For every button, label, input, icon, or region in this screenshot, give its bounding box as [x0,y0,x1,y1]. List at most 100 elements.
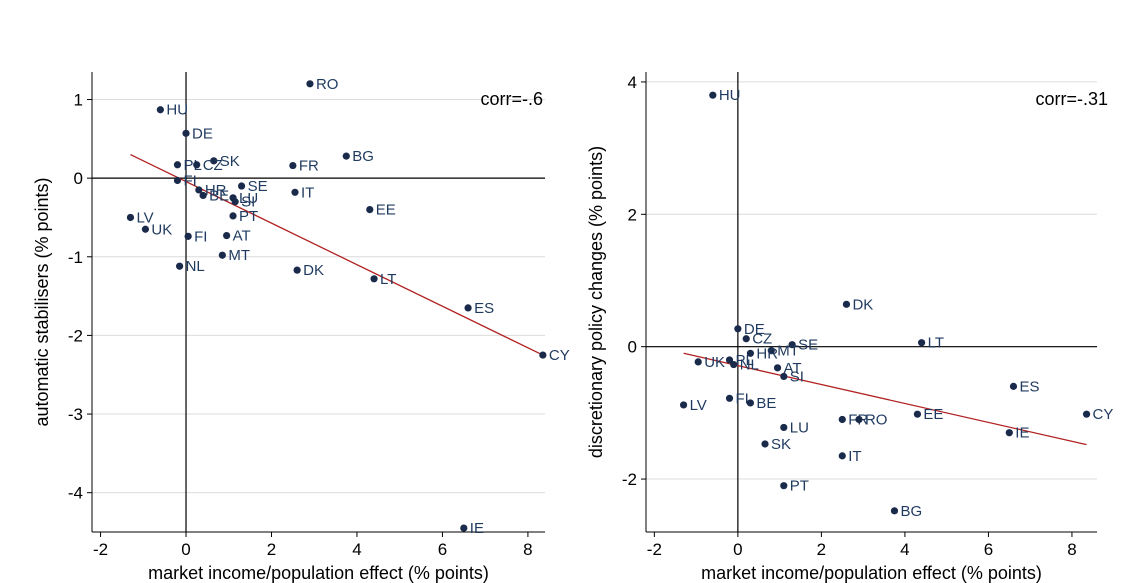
point-label-ro: RO [316,76,339,93]
point-label-be: BE [756,395,776,412]
data-point-uk [694,358,702,366]
x-tick-label: 8 [523,540,532,559]
data-point-pt [229,212,237,220]
point-label-cy: CY [549,347,570,364]
point-label-fi: FI [183,173,196,190]
data-point-bg [342,152,350,160]
point-label-uk: UK [151,221,172,238]
data-point-cz [193,161,201,169]
y-tick-label: -1 [68,248,83,267]
data-point-bg [890,507,899,515]
y-tick-label: -4 [68,484,83,503]
data-point-dk [842,300,851,308]
data-point-ee [913,410,922,418]
point-label-ro: RO [865,411,888,428]
point-label-it: IT [301,184,314,201]
data-point-hr [746,349,754,357]
point-label-lt: LT [380,271,396,288]
data-point-fr [838,415,846,424]
point-label-nl: NL [740,357,759,374]
x-tick-label: -2 [647,540,662,559]
data-point-de [182,129,190,137]
point-label-at: AT [233,228,251,245]
data-point-se [788,341,796,349]
data-point-cy [539,351,547,359]
point-label-pt: PT [239,208,258,225]
data-point-de [734,325,742,333]
point-label-dk: DK [852,296,873,313]
x-tick-label: 6 [984,540,993,559]
x-tick-label: 0 [181,540,190,559]
y-tick-label: -2 [622,470,637,489]
point-label-dk: DK [303,262,324,279]
data-point-se [237,182,246,190]
correlation-annotation: corr=-.31 [1035,89,1108,109]
point-label-lt: LT [928,335,944,352]
x-axis-title: market income/population effect (% point… [701,563,1042,583]
y-tick-label: -2 [68,326,83,345]
x-axis-title: market income/population effect (% point… [148,563,489,583]
data-point-be [199,191,207,200]
point-label-it: IT [848,448,861,465]
point-label-de: DE [192,125,213,142]
point-label-se: SE [248,178,268,195]
point-label-hu: HU [166,102,188,119]
point-label-uk: UK [704,354,725,371]
data-point-at [773,364,782,372]
point-label-lu: LU [239,190,258,207]
data-point-lt [918,339,926,347]
data-point-ie [1005,429,1013,437]
point-label-pl: PL [736,352,754,369]
point-label-cz: CZ [752,331,772,348]
data-point-ro [306,80,314,88]
panel-left: 1 0 -1 -2 -3 -4 -2 0 2 4 6 8 market income/populatio… [32,72,570,583]
point-label-de: DE [744,321,765,338]
data-point-sk [210,157,218,165]
point-label-pl: PL [183,157,201,174]
data-point-si [780,372,788,381]
data-point-mt [218,251,226,259]
x-tick-label: 4 [352,540,361,559]
data-point-fi [173,176,182,185]
point-label-at: AT [784,360,802,377]
trend-line [683,352,1087,446]
data-point-pl [725,356,734,364]
point-label-lv: LV [690,397,707,414]
y-tick-label: 1 [74,91,83,110]
point-label-lu: LU [790,419,809,436]
data-point-ie [460,524,468,532]
data-point-lu [780,423,788,432]
point-label-mt: MT [228,247,250,264]
data-point-nl [730,360,738,369]
data-point-fr [289,161,297,170]
point-label-be: BE [209,187,229,204]
point-label-hu: HU [719,87,741,104]
point-label-bg: BG [900,503,922,520]
x-tick-label: 8 [1067,540,1076,559]
y-tick-label: 0 [628,338,637,357]
data-point-es [464,304,472,312]
correlation-annotation: corr=-.6 [480,89,543,109]
x-tick-label: 2 [817,540,826,559]
point-label-si: SI [241,194,255,211]
data-point-fi [184,232,192,240]
y-axis-title: discretionary policy changes (% points) [586,146,606,458]
x-tick-label: 4 [900,540,909,559]
data-point-nl [176,262,184,270]
data-point-es [1009,382,1018,390]
point-label-ee: EE [923,406,943,423]
data-point-cy [1082,410,1091,418]
point-label-hr: HR [205,182,227,199]
x-tick-label: 6 [438,540,447,559]
point-label-mt: MT [777,343,799,360]
point-label-cz: CZ [203,157,223,174]
point-label-fi: FI [194,228,207,245]
point-label-es: ES [474,300,494,317]
data-point-cz [742,335,750,343]
point-label-lv: LV [136,209,153,226]
data-point-sk [761,440,769,448]
data-point-lv [679,401,688,409]
data-point-hu [709,91,717,99]
data-point-hu [156,106,164,114]
point-label-fi: FI [736,390,749,407]
